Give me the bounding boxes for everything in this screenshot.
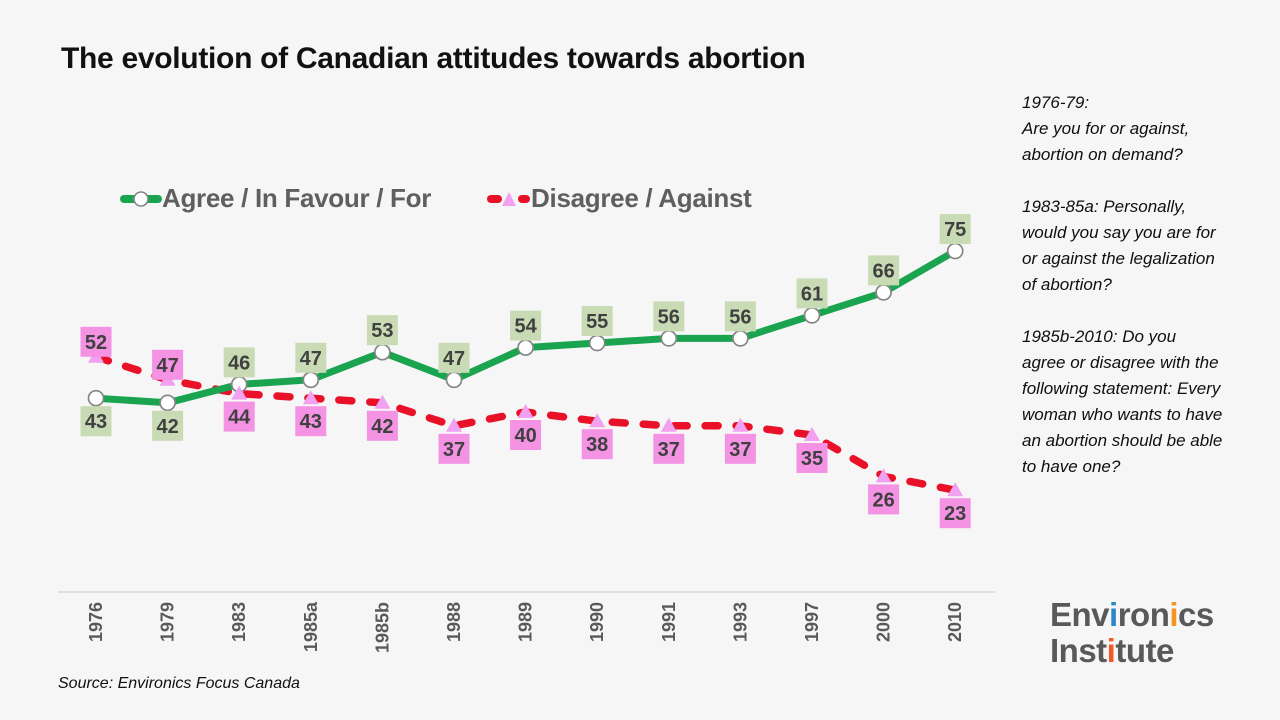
logo-line-environics: Environics: [1050, 597, 1214, 633]
logo-letter-segment: tute: [1115, 632, 1174, 669]
svg-text:43: 43: [85, 411, 107, 433]
legend-item-agree: Agree / In Favour / For: [120, 183, 431, 214]
svg-text:42: 42: [156, 416, 178, 438]
svg-text:2010: 2010: [945, 602, 965, 642]
svg-text:35: 35: [801, 448, 823, 470]
logo-letter-segment: i: [1169, 596, 1179, 633]
svg-text:75: 75: [944, 219, 966, 241]
logo-line-institute: Institute: [1050, 633, 1214, 669]
svg-text:1989: 1989: [516, 602, 536, 642]
svg-text:38: 38: [586, 434, 608, 456]
svg-text:40: 40: [514, 425, 536, 447]
note-1976-79: 1976-79: Are you for or against, abortio…: [1022, 93, 1190, 164]
disagree-line-marker-icon: [487, 191, 531, 206]
question-notes: 1976-79: Are you for or against, abortio…: [1022, 90, 1224, 506]
svg-text:2000: 2000: [874, 602, 894, 642]
legend-item-disagree: Disagree / Against: [487, 183, 752, 214]
svg-text:1985b: 1985b: [372, 602, 392, 653]
svg-text:61: 61: [801, 283, 823, 305]
svg-text:54: 54: [514, 316, 537, 338]
svg-text:1990: 1990: [587, 602, 607, 642]
svg-text:56: 56: [658, 306, 680, 328]
svg-text:46: 46: [228, 352, 250, 374]
svg-text:1988: 1988: [444, 602, 464, 642]
svg-text:1985a: 1985a: [301, 601, 321, 652]
svg-text:1979: 1979: [158, 602, 178, 642]
svg-text:37: 37: [729, 439, 751, 461]
source-caption: Source: Environics Focus Canada: [58, 675, 300, 692]
logo-letter-segment: i: [1106, 632, 1116, 669]
svg-text:55: 55: [586, 311, 608, 333]
svg-text:1993: 1993: [730, 602, 750, 642]
logo-letter-segment: ron: [1117, 596, 1170, 633]
svg-text:1983: 1983: [229, 602, 249, 642]
svg-text:42: 42: [371, 416, 393, 438]
chart-legend: Agree / In Favour / For Disagree / Again…: [120, 183, 752, 214]
svg-text:47: 47: [156, 355, 178, 377]
svg-text:1997: 1997: [802, 602, 822, 642]
svg-text:44: 44: [228, 407, 251, 429]
page-title: The evolution of Canadian attitudes towa…: [61, 42, 806, 75]
legend-label-disagree: Disagree / Against: [531, 183, 752, 213]
agree-line-marker-icon: [120, 190, 162, 207]
svg-text:47: 47: [443, 348, 465, 370]
attitudes-line-chart: 1976 1979 1983 1985a 1985b 1988 1989 1990 1991 19…: [58, 214, 995, 653]
svg-text:66: 66: [872, 260, 894, 282]
note-1985b-2010: 1985b-2010: Do you agree or disagree wit…: [1022, 327, 1223, 476]
svg-text:53: 53: [371, 320, 393, 342]
logo-letter-segment: cs: [1178, 596, 1214, 633]
legend-label-agree: Agree / In Favour / For: [162, 183, 432, 213]
svg-text:43: 43: [300, 411, 322, 433]
environics-institute-logo: Environics Institute: [1050, 597, 1214, 669]
logo-letter-segment: i: [1109, 596, 1118, 633]
logo-letter-segment: Env: [1050, 596, 1110, 633]
note-1983-85a: 1983-85a: Personally, would you say you …: [1022, 197, 1216, 294]
svg-text:52: 52: [85, 332, 107, 354]
svg-text:37: 37: [658, 439, 680, 461]
svg-text:1991: 1991: [659, 602, 679, 642]
svg-text:56: 56: [729, 306, 751, 328]
svg-text:26: 26: [872, 489, 894, 511]
svg-text:37: 37: [443, 439, 465, 461]
svg-text:47: 47: [300, 348, 322, 370]
svg-text:23: 23: [944, 503, 966, 525]
svg-text:1976: 1976: [86, 602, 106, 642]
logo-letter-segment: Inst: [1050, 632, 1107, 669]
